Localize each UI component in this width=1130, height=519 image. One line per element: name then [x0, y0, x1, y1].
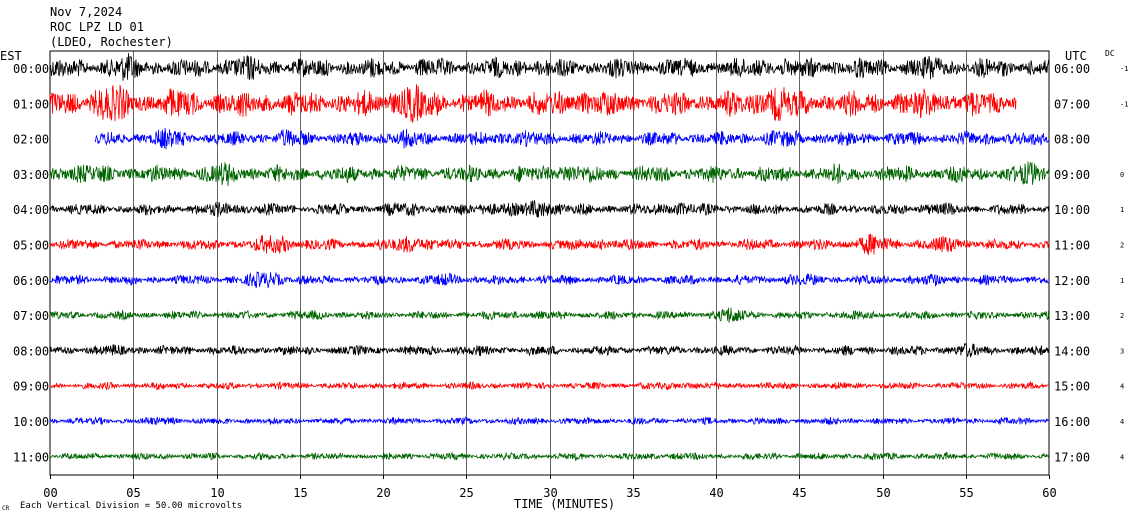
dc-row-value: 2: [1120, 312, 1124, 320]
seismic-trace-0000: [49, 53, 1050, 81]
est-axis-label: EST: [0, 49, 22, 63]
dc-label: DC: [1105, 49, 1115, 58]
dc-row-value: 3: [1120, 347, 1124, 355]
utc-row-label: 16:00: [1054, 415, 1090, 429]
dc-row-value: -1: [1120, 100, 1128, 108]
traces-layer: [49, 53, 1050, 462]
seismic-trace-0500: [49, 233, 1050, 256]
footer-mark: CR: [2, 505, 10, 512]
utc-row-label: 08:00: [1054, 133, 1090, 147]
est-row-label: 11:00: [13, 450, 49, 464]
utc-row-label: 11:00: [1054, 239, 1090, 253]
grid-layer: 00 05 10 15 20 25 30 35 40 45 50 55 60: [43, 50, 1057, 500]
utc-row-label: 15:00: [1054, 380, 1090, 394]
plot-frame: [49, 50, 1050, 476]
est-row-label: 04:00: [13, 203, 49, 217]
x-tick-label: 45: [792, 486, 806, 500]
utc-row-label: 13:00: [1054, 309, 1090, 323]
utc-row-label: 17:00: [1054, 450, 1090, 464]
dc-row-value: 4: [1120, 383, 1124, 391]
x-tick-label: 30: [543, 486, 557, 500]
x-axis-title: TIME (MINUTES): [514, 497, 615, 511]
dc-row-value: 4: [1120, 453, 1124, 461]
seismic-trace-0100: [49, 84, 1017, 124]
x-tick-label: 50: [876, 486, 890, 500]
est-row-label: 00:00: [13, 62, 49, 76]
seismic-trace-0200: [94, 128, 1050, 150]
est-row-label: 08:00: [13, 344, 49, 358]
dc-row-value: 0: [1120, 171, 1124, 179]
x-tick-label: 05: [126, 486, 140, 500]
dc-row-value: 2: [1120, 242, 1124, 250]
utc-row-label: 07:00: [1054, 97, 1090, 111]
est-row-label: 05:00: [13, 239, 49, 253]
est-row-label: 07:00: [13, 309, 49, 323]
dc-row-value: -1: [1120, 65, 1128, 73]
x-tick-label: 20: [376, 486, 390, 500]
est-row-label: 06:00: [13, 274, 49, 288]
utc-row-label: 09:00: [1054, 168, 1090, 182]
x-tick-label: 55: [959, 486, 973, 500]
est-row-label: 09:00: [13, 380, 49, 394]
utc-axis-label: UTC: [1065, 49, 1087, 63]
seismic-trace-0900: [49, 380, 1050, 391]
est-row-label: 10:00: [13, 415, 49, 429]
seismic-trace-0600: [49, 271, 1049, 289]
x-tick-label: 35: [626, 486, 640, 500]
seismic-trace-1100: [49, 451, 1050, 462]
est-row-label: 03:00: [13, 168, 49, 182]
header-network: (LDEO, Rochester): [50, 35, 173, 49]
header-date: Nov 7,2024: [50, 5, 122, 19]
est-row-label: 02:00: [13, 133, 49, 147]
dc-row-value: 4: [1120, 418, 1124, 426]
x-tick-label: 15: [293, 486, 307, 500]
x-tick-label: 00: [43, 486, 57, 500]
seismic-trace-0800: [49, 342, 1050, 358]
x-tick-label: 60: [1042, 486, 1056, 500]
utc-row-label: 14:00: [1054, 344, 1090, 358]
seismic-trace-0300: [49, 161, 1050, 187]
seismic-trace-1000: [49, 416, 1050, 426]
seismic-trace-0700: [49, 307, 1050, 323]
x-tick-label: 40: [709, 486, 723, 500]
seismic-trace-0400: [49, 200, 1050, 219]
utc-row-label: 12:00: [1054, 274, 1090, 288]
x-tick-label: 10: [210, 486, 224, 500]
footer-note: Each Vertical Division = 50.00 microvolt…: [20, 501, 242, 511]
dc-row-value: 1: [1120, 206, 1124, 214]
utc-row-label: 10:00: [1054, 203, 1090, 217]
header-station: ROC LPZ LD 01: [50, 20, 144, 34]
est-row-label: 01:00: [13, 97, 49, 111]
utc-row-label: 06:00: [1054, 62, 1090, 76]
dc-row-value: 1: [1120, 277, 1124, 285]
x-tick-label: 25: [459, 486, 473, 500]
row-labels-layer: 00:00 06:00 -1 01:00 07:00 -1 02:00 08:00 03:00 0…: [13, 62, 1128, 464]
